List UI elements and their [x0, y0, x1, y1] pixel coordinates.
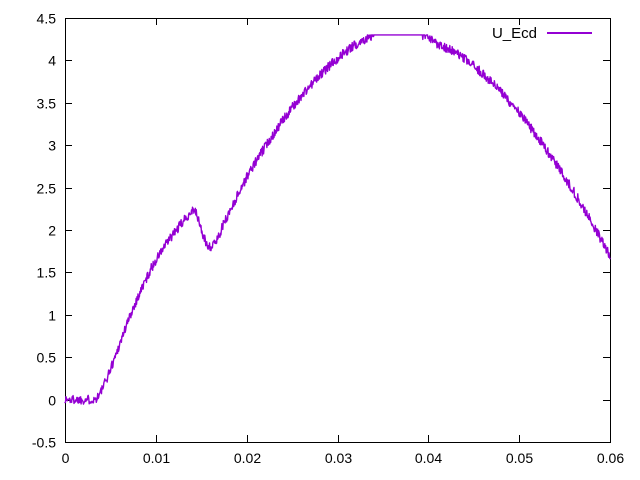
legend-line-sample [547, 32, 592, 34]
plot-border [65, 18, 611, 443]
x-tick-label: 0.03 [325, 450, 352, 466]
x-tick-label: 0.01 [143, 450, 170, 466]
x-tick-label: 0.04 [415, 450, 442, 466]
x-tick-label: 0.06 [597, 450, 624, 466]
y-tick-label: 2.5 [37, 181, 57, 197]
x-tick-label: 0.05 [506, 450, 533, 466]
y-tick-label: 4 [48, 53, 56, 69]
y-tick-label: 0.5 [37, 350, 57, 366]
x-tick-label: 0.02 [234, 450, 261, 466]
legend: U_Ecd [370, 24, 592, 42]
y-tick-label: 3 [48, 138, 56, 154]
y-tick-label: 1.5 [37, 265, 57, 281]
y-tick-label: 4.5 [37, 11, 57, 27]
series-curve [64, 34, 611, 405]
x-tick-label: 0 [62, 450, 70, 466]
y-tick-label: -0.5 [32, 435, 56, 451]
y-tick-label: 3.5 [37, 96, 57, 112]
y-tick-label: 0 [48, 393, 56, 409]
legend-label: U_Ecd [491, 24, 537, 42]
y-tick-label: 1 [48, 308, 56, 324]
y-tick-label: 2 [48, 223, 56, 239]
